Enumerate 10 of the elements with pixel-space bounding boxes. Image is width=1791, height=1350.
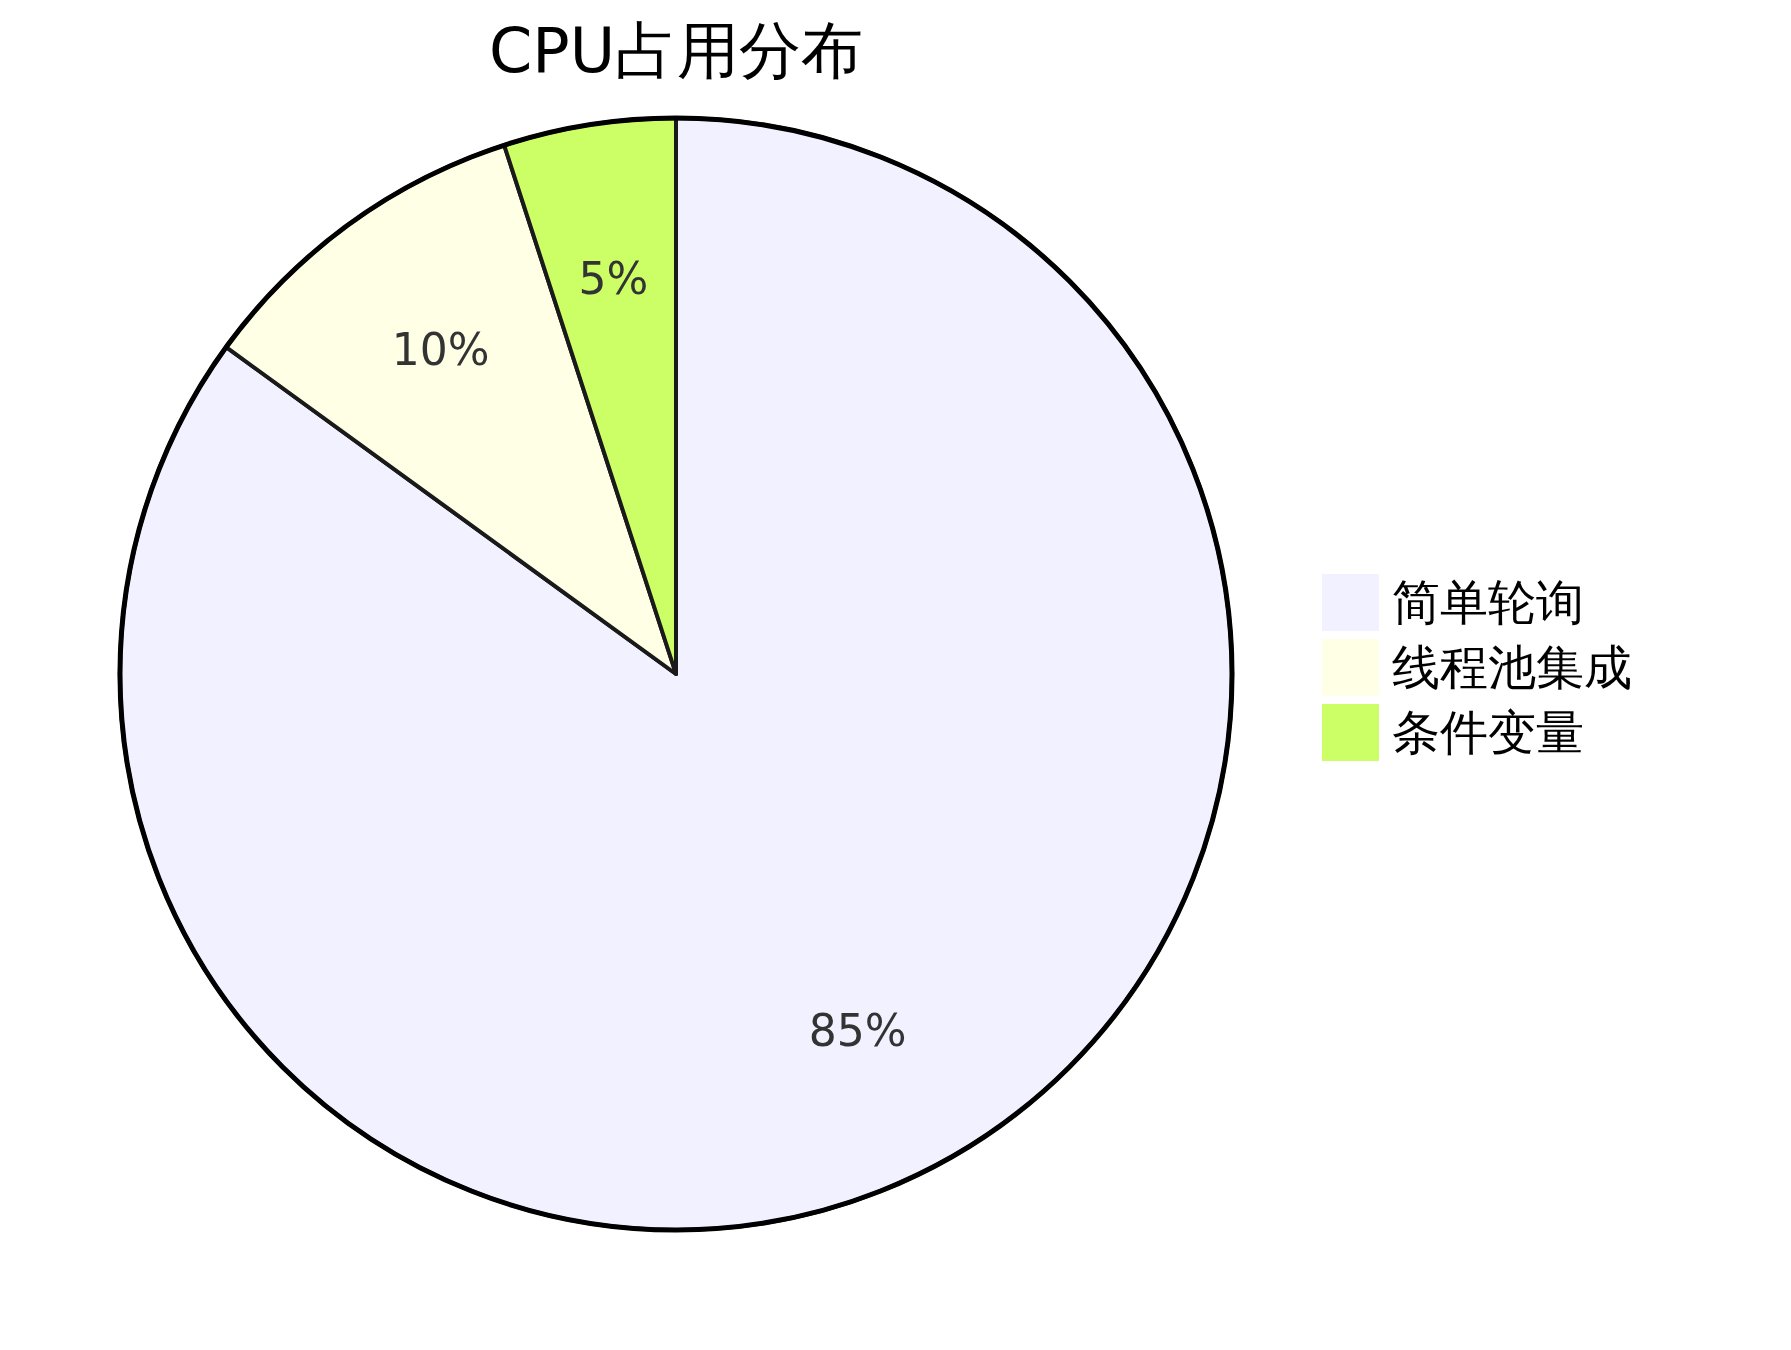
data-label: 5% — [578, 252, 649, 304]
slice-label: 简单轮询 — [1392, 574, 1584, 630]
legend-label: 条件变量 — [1392, 704, 1584, 760]
data-label: 10% — [391, 324, 490, 376]
legend-item: 条件变量 — [1322, 704, 1584, 761]
chart-title: CPU占用分布 — [488, 14, 864, 87]
legend-item: 线程池集成 — [1322, 639, 1632, 696]
data-label: 85% — [808, 1004, 907, 1056]
legend-label: 线程池集成 — [1392, 639, 1632, 695]
legend-item: 简单轮询 — [1322, 574, 1584, 631]
